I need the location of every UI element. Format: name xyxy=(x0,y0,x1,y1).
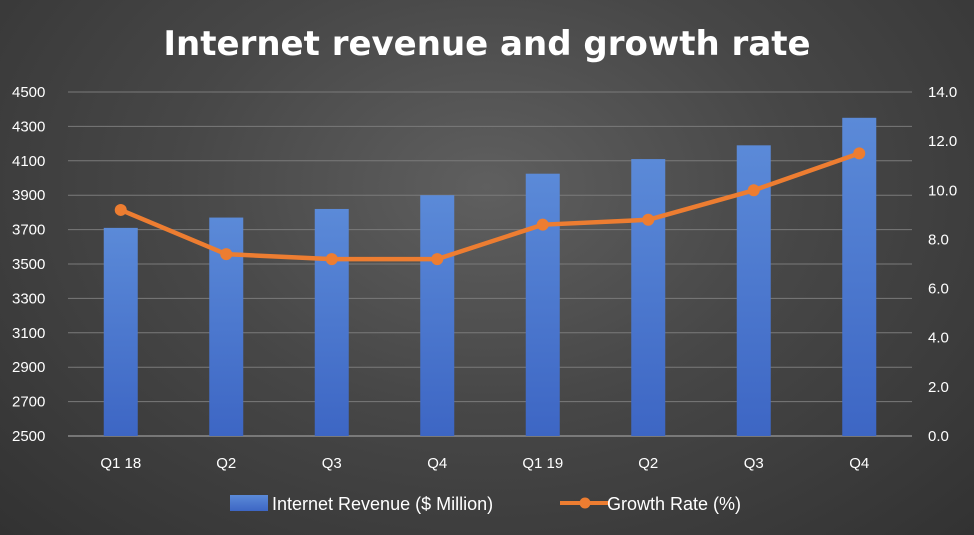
gridlines xyxy=(68,91,912,437)
x-tick-label: Q3 xyxy=(322,455,342,472)
y-right-tick-label: 0.0 xyxy=(928,428,949,445)
growth-rate-point xyxy=(114,203,127,216)
y-left-tick-label: 3500 xyxy=(12,256,45,273)
x-tick-label: Q2 xyxy=(638,455,658,472)
y-left-tick-label: 2900 xyxy=(12,359,45,376)
revenue-bar xyxy=(631,159,666,436)
revenue-bar xyxy=(842,117,877,437)
y-left-tick-label: 3300 xyxy=(12,290,45,307)
legend: Internet Revenue ($ Million) Growth Rate… xyxy=(230,494,741,514)
x-tick-label: Q1 18 xyxy=(100,455,141,472)
y-left-tick-label: 3100 xyxy=(12,325,45,342)
revenue-bar xyxy=(314,208,349,436)
y-left-tick-label: 2500 xyxy=(12,428,45,445)
y-right-tick-label: 14.0 xyxy=(928,84,957,101)
y-right-tick-label: 2.0 xyxy=(928,379,949,396)
y-right-tick-label: 10.0 xyxy=(928,182,957,199)
growth-rate-point xyxy=(747,184,760,197)
revenue-bar xyxy=(103,227,138,436)
y-right-tick-label: 4.0 xyxy=(928,330,949,347)
y-left-tick-label: 4100 xyxy=(12,153,45,170)
y-left-tick-label: 4300 xyxy=(12,118,45,135)
legend-revenue-swatch xyxy=(230,495,268,511)
x-tick-label: Q1 19 xyxy=(522,455,563,472)
left-axis-ticks: 2500 2700 2900 3100 3300 3500 3700 3900 4100 4300… xyxy=(12,84,45,445)
x-axis-labels: Q1 18 Q2 Q3 Q4 Q1 19 Q2 Q3 Q4 xyxy=(100,455,869,472)
y-left-tick-label: 4500 xyxy=(12,84,45,101)
x-tick-label: Q2 xyxy=(216,455,236,472)
growth-rate-point xyxy=(853,147,866,160)
growth-rate-polyline xyxy=(118,151,862,262)
legend-growth-label: Growth Rate (%) xyxy=(607,494,741,514)
revenue-bars xyxy=(103,117,877,437)
revenue-bar xyxy=(525,173,560,436)
revenue-bar xyxy=(420,195,455,436)
y-right-tick-label: 6.0 xyxy=(928,281,949,298)
x-tick-label: Q4 xyxy=(427,455,447,472)
y-left-tick-label: 2700 xyxy=(12,394,45,411)
x-tick-label: Q3 xyxy=(744,455,764,472)
growth-rate-line xyxy=(114,147,866,266)
y-left-tick-label: 3700 xyxy=(12,222,45,239)
growth-rate-point xyxy=(325,253,338,266)
x-tick-label: Q4 xyxy=(849,455,869,472)
right-axis-ticks: 0.0 2.0 4.0 6.0 8.0 10.0 12.0 14.0 xyxy=(928,84,957,445)
y-right-tick-label: 12.0 xyxy=(928,133,957,150)
growth-rate-point xyxy=(220,248,233,261)
legend-revenue-label: Internet Revenue ($ Million) xyxy=(272,494,493,514)
legend-growth-marker xyxy=(579,497,591,509)
chart-title: Internet revenue and growth rate xyxy=(163,24,810,64)
y-right-tick-label: 8.0 xyxy=(928,231,949,248)
growth-rate-point xyxy=(431,253,444,266)
y-left-tick-label: 3900 xyxy=(12,187,45,204)
growth-rate-point xyxy=(536,218,549,231)
growth-rate-point xyxy=(642,213,655,226)
